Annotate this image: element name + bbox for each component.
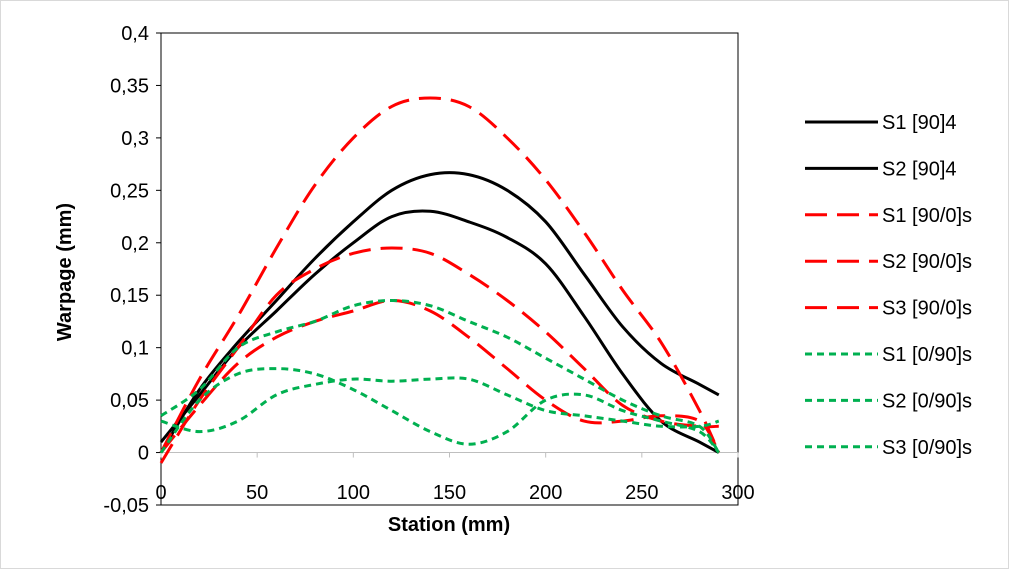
- series-line-6: [160, 299, 721, 454]
- axes: [156, 32, 739, 506]
- legend-label-4: S2 [90/0]s: [882, 251, 972, 273]
- x-tick-label: 0: [155, 482, 166, 504]
- x-tick-label: 50: [246, 482, 268, 504]
- y-tick-label: 0,3: [121, 128, 149, 150]
- x-tick-label: 250: [625, 482, 658, 504]
- x-tick-label: 300: [721, 482, 754, 504]
- y-tick-label: 0,1: [121, 338, 149, 360]
- legend: S1 [90]4 S2 [90]4 S1 [90/0]s S2 [90/0]s S3 […: [805, 112, 972, 459]
- series-line-4: [159, 246, 719, 464]
- legend-label-6: S1 [0/90]s: [882, 344, 972, 366]
- series-line-3: [159, 96, 721, 454]
- legend-label-5: S3 [90/0]s: [882, 298, 972, 320]
- series-line-7: [159, 367, 720, 454]
- y-tick-label: -0,05: [103, 495, 149, 517]
- plot-area: [160, 32, 739, 506]
- x-tick-label: 150: [433, 482, 466, 504]
- legend-label-2: S2 [90]4: [882, 158, 957, 180]
- y-tick-label: 0,05: [110, 390, 149, 412]
- legend-label-8: S3 [0/90]s: [882, 437, 972, 459]
- x-axis-title: Station (mm): [388, 514, 510, 536]
- y-tick-label: 0: [138, 443, 149, 465]
- y-tick-label: 0,35: [110, 75, 149, 97]
- y-tick-label: 0,15: [110, 285, 149, 307]
- series-line-1: [159, 171, 720, 454]
- series-layer: [159, 96, 721, 464]
- x-tick-label: 100: [337, 482, 370, 504]
- x-tick-label: 200: [529, 482, 562, 504]
- legend-label-1: S1 [90]4: [882, 112, 957, 134]
- legend-label-7: S2 [0/90]s: [882, 390, 972, 412]
- y-tick-label: 0,25: [110, 180, 149, 202]
- series-line-2: [159, 209, 720, 454]
- y-axis-title: Warpage (mm): [54, 203, 76, 341]
- tick-labels: -0,05 0 0,05 0,1 0,15 0,2 0,25 0,3 0,35 0,4 0 50 100…: [103, 23, 754, 517]
- series-line-8: [160, 376, 720, 434]
- series-line-5: [159, 299, 721, 454]
- y-tick-label: 0,4: [121, 23, 149, 45]
- legend-label-3: S1 [90/0]s: [882, 205, 972, 227]
- y-tick-label: 0,2: [121, 233, 149, 255]
